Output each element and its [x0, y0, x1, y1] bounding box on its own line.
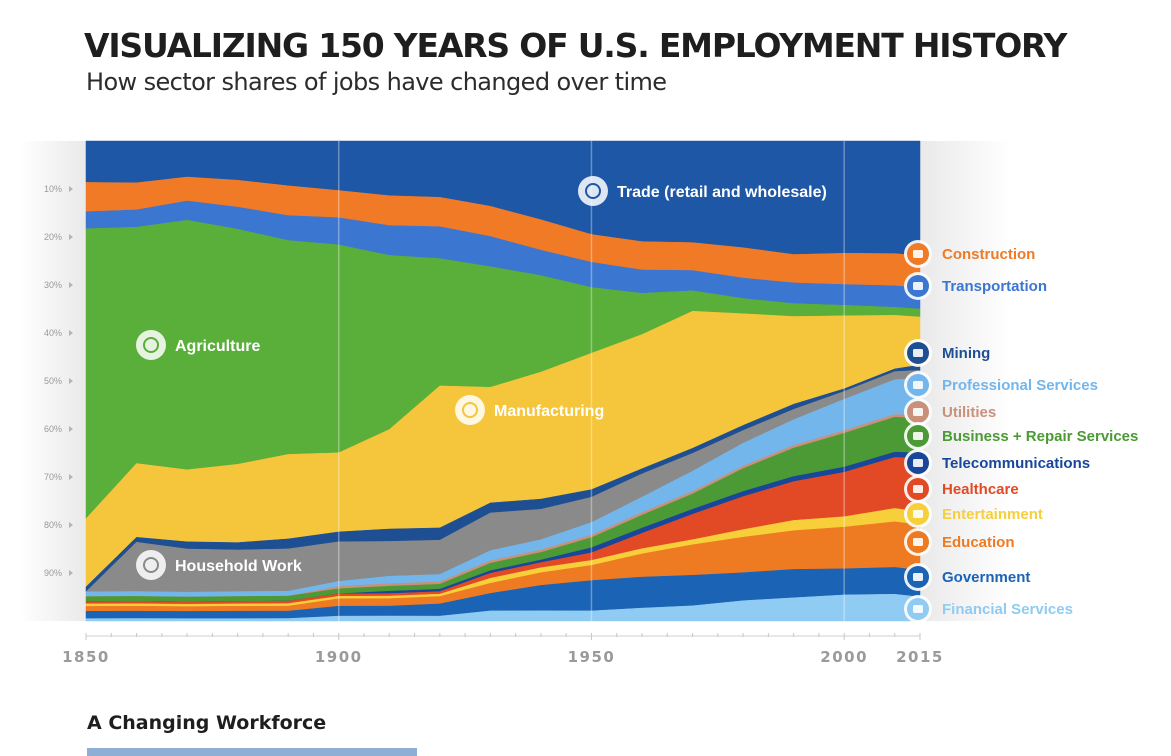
- vertical-gridlines: [337, 141, 845, 621]
- chart-label-household-work: Household Work: [136, 550, 302, 580]
- label-icon-glyph: [143, 557, 159, 573]
- y-tick-label: 90%: [44, 568, 62, 578]
- chart-label-agriculture: Agriculture: [136, 330, 260, 360]
- y-tick-marker: [69, 282, 73, 288]
- stacked-area-chart: 10% 20% 30% 40% 50% 60% 70% 80% 90% 1850 1900 1950…: [20, 140, 1138, 666]
- y-tick-label: 30%: [44, 280, 62, 290]
- legend-item-telecommunications: Telecommunications: [904, 449, 1090, 477]
- legend-label: Education: [942, 534, 1015, 551]
- chart-label-text: Agriculture: [175, 338, 260, 355]
- y-tick-label: 80%: [44, 520, 62, 530]
- legend-item-education: Education: [904, 528, 1015, 556]
- y-tick-marker: [69, 378, 73, 384]
- legend-icon-glyph: [913, 538, 923, 546]
- legend-icon-glyph: [913, 510, 923, 518]
- legend-icon-glyph: [913, 605, 923, 613]
- cart-icon: [578, 176, 608, 206]
- in-chart-labels: Trade (retail and wholesale) Agriculture M…: [136, 176, 827, 580]
- y-tick-label: 40%: [44, 328, 62, 338]
- section-heading: A Changing Workforce: [87, 712, 327, 734]
- label-icon-glyph: [585, 183, 601, 199]
- legend-label: Healthcare: [942, 481, 1019, 498]
- y-tick-marker: [69, 186, 73, 192]
- legend-item-healthcare: Healthcare: [904, 475, 1019, 503]
- x-tick-label: 2015: [896, 648, 944, 666]
- label-icon-glyph: [462, 402, 478, 418]
- y-tick-marker: [69, 522, 73, 528]
- legend-icon-glyph: [913, 485, 923, 493]
- legend-icon-glyph: [913, 282, 923, 290]
- page-subtitle: How sector shares of jobs have changed o…: [86, 68, 667, 96]
- legend-item-mining: Mining: [904, 339, 990, 367]
- chart-label-text: Manufacturing: [494, 403, 604, 420]
- house-icon: [136, 550, 166, 580]
- legend-icon-glyph: [913, 573, 923, 581]
- legend-label: Telecommunications: [942, 455, 1090, 472]
- legend-label: Government: [942, 569, 1030, 586]
- area-layers: [85, 140, 921, 622]
- legend-icon-glyph: [913, 381, 923, 389]
- y-tick-marker: [69, 570, 73, 576]
- y-tick-marker: [69, 234, 73, 240]
- wheat-icon: [136, 330, 166, 360]
- legend-item-business-repair-services: Business + Repair Services: [904, 422, 1138, 450]
- legend-item-entertainment: Entertainment: [904, 500, 1043, 528]
- chart-backdrop-right: [920, 141, 1010, 621]
- legend-item-construction: Construction: [904, 240, 1035, 268]
- legend-icon-glyph: [913, 349, 923, 357]
- x-tick-label: 1950: [568, 648, 616, 666]
- legend-item-transportation: Transportation: [904, 272, 1047, 300]
- legend-label: Transportation: [942, 278, 1047, 295]
- y-axis: 10% 20% 30% 40% 50% 60% 70% 80% 90%: [44, 184, 73, 578]
- chart-label-text: Trade (retail and wholesale): [617, 184, 827, 201]
- legend-icon-glyph: [913, 250, 923, 258]
- legend: Construction Transportation Mining Professi…: [904, 240, 1138, 623]
- x-axis: 1850 1900 1950 2000 2015: [62, 633, 944, 666]
- legend-label: Mining: [942, 345, 990, 362]
- legend-item-utilities: Utilities: [904, 398, 996, 426]
- y-tick-marker: [69, 474, 73, 480]
- legend-item-financial-services: Financial Services: [904, 595, 1073, 623]
- x-tick-label: 1850: [62, 648, 110, 666]
- label-icon-glyph: [143, 337, 159, 353]
- legend-icon-glyph: [913, 432, 923, 440]
- y-tick-label: 70%: [44, 472, 62, 482]
- chart-label-manufacturing: Manufacturing: [455, 395, 604, 425]
- legend-item-government: Government: [904, 563, 1030, 591]
- legend-item-professional-services: Professional Services: [904, 371, 1098, 399]
- page-title: VISUALIZING 150 YEARS OF U.S. EMPLOYMENT…: [84, 26, 1067, 65]
- y-tick-label: 50%: [44, 376, 62, 386]
- y-tick-label: 60%: [44, 424, 62, 434]
- legend-label: Professional Services: [942, 377, 1098, 394]
- chart-label-text: Household Work: [175, 558, 302, 575]
- footer-text-placeholder: [87, 748, 417, 756]
- chart-backdrop-left: [20, 141, 86, 621]
- legend-icon-glyph: [913, 408, 923, 416]
- y-tick-label: 20%: [44, 232, 62, 242]
- legend-label: Construction: [942, 246, 1035, 263]
- legend-label: Entertainment: [942, 506, 1043, 523]
- x-tick-label: 2000: [820, 648, 868, 666]
- legend-label: Financial Services: [942, 601, 1073, 618]
- legend-label: Utilities: [942, 404, 996, 421]
- chart-label-trade-retail-and-wholesale: Trade (retail and wholesale): [578, 176, 827, 206]
- y-tick-marker: [69, 330, 73, 336]
- legend-label: Business + Repair Services: [942, 428, 1138, 445]
- legend-icon-glyph: [913, 459, 923, 467]
- y-tick-label: 10%: [44, 184, 62, 194]
- x-tick-label: 1900: [315, 648, 363, 666]
- y-tick-marker: [69, 426, 73, 432]
- factory-icon: [455, 395, 485, 425]
